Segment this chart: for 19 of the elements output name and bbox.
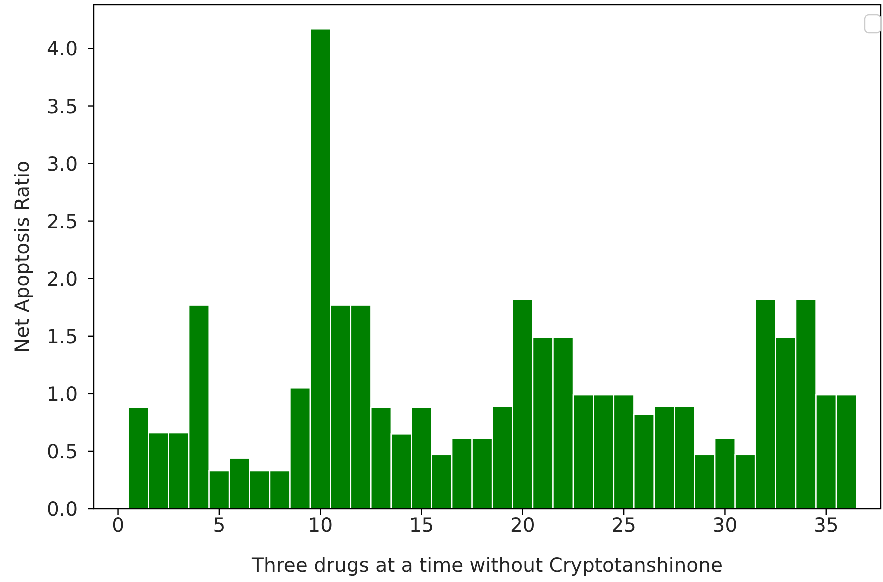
y-tick-label: 3.0: [46, 152, 78, 176]
x-tick-label: 20: [510, 514, 536, 537]
y-tick-label: 3.5: [46, 95, 78, 118]
x-tick-label: 0: [112, 514, 124, 537]
y-tick-label: 0.0: [46, 498, 78, 522]
x-tick-label: 5: [213, 514, 226, 537]
x-tick-label: 35: [814, 514, 839, 537]
y-tick-label: 1.5: [46, 325, 78, 348]
y-tick-label: 2.5: [46, 210, 78, 234]
y-axis-title: Net Apoptosis Ratio: [11, 160, 34, 354]
x-tick-label: 25: [612, 514, 636, 537]
y-tick-label: 2.0: [46, 268, 78, 291]
y-tick-label: 1.0: [46, 382, 78, 406]
x-tick-label: 30: [712, 514, 738, 537]
y-tick-label: 4.0: [46, 38, 78, 61]
x-tick-label: 10: [308, 514, 334, 537]
x-axis-title: Three drugs at a time without Cryptotanshinone: [251, 554, 723, 577]
x-tick-label: 15: [409, 514, 434, 537]
y-tick-label: 0.5: [46, 440, 78, 464]
